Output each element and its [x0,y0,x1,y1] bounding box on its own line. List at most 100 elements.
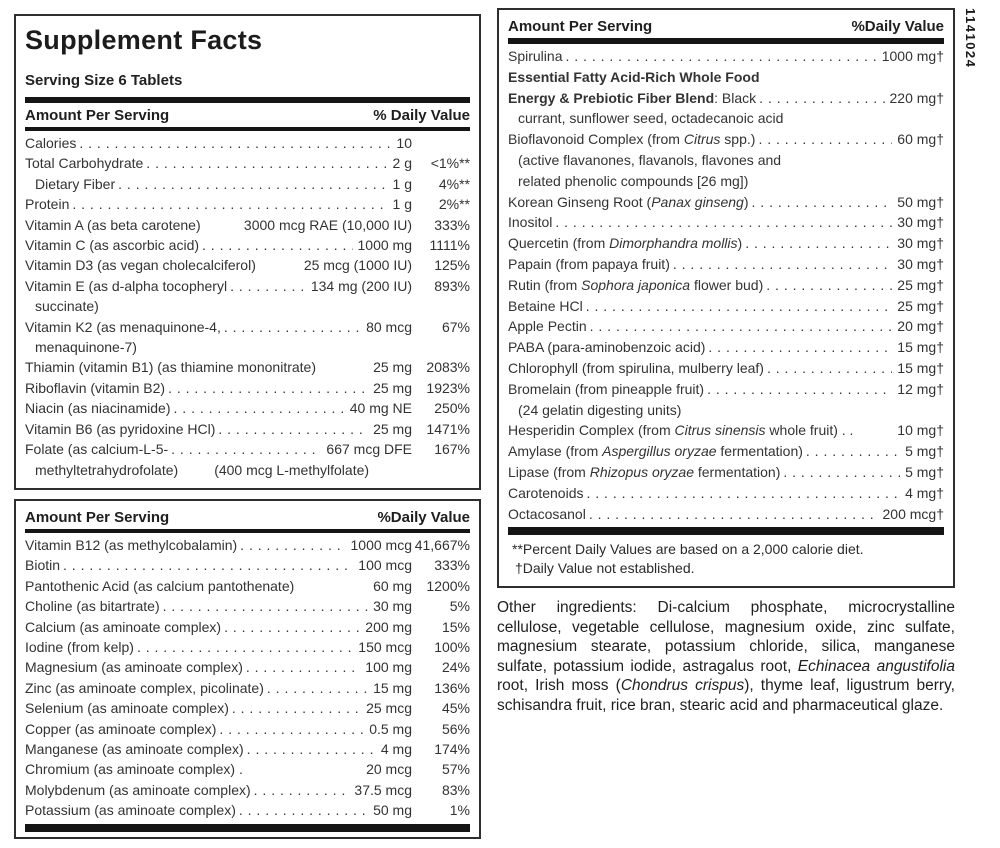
ingredient-amount: 0.5 mg [369,720,412,737]
dot-leader [758,129,892,150]
ingredient-amount: 25 mg† [897,297,944,314]
table-row: Energy & Prebiotic Fiber Blend: Black 220… [508,88,944,130]
text-segment: Quercetin (from [508,235,610,252]
row-line: Dietary Fiber 1 g 4%** [25,174,470,194]
text-segment: spp.) [720,131,756,148]
dot-leader [79,133,391,153]
row-line: Calcium (as aminoate complex) 200 mg 15% [25,617,470,637]
ingredient-amount: 5 mg† [905,463,944,480]
text-segment: Vitamin D3 (as vegan cholecalciferol) [25,257,256,274]
dot-leader [219,719,364,739]
row-line: Vitamin K2 (as menaquinone-4, 80 mcg 67% [25,317,470,337]
ingredient-amount: 100 mg [365,659,412,676]
ingredient-name: Bioflavonoid Complex (from Citrus spp.) [508,129,755,150]
row-line: Thiamin (vitamin B1) (as thiamine mononi… [25,357,470,377]
row-line: Potassium (as aminoate complex) 50 mg 1% [25,800,470,820]
ingredient-name: Thiamin (vitamin B1) (as thiamine mononi… [25,357,316,377]
text-segment: Pantothenic Acid (as calcium pantothenat… [25,577,295,594]
row-line: Essential Fatty Acid-Rich Whole Food [508,67,944,88]
dot-leader [146,153,387,173]
ingredient-amount: 25 mg [373,359,412,376]
text-segment: Selenium (as aminoate complex) [25,700,229,717]
daily-value-label: %Daily Value [377,508,470,526]
table-row: Dietary Fiber 1 g 4%** [25,174,470,194]
table-row: Carotenoids 4 mg† [508,483,944,504]
daily-value-percent: 24% [441,659,470,676]
text-segment: Niacin (as niacinamide) [25,400,171,417]
text-segment: Energy & Prebiotic Fiber Blend [508,89,715,106]
table-row: Hesperidin Complex (from Citrus sinensis… [508,420,944,441]
row-line: Vitamin D3 (as vegan cholecalciferol) 25 … [25,255,470,275]
ingredient-name: Calories [25,133,76,153]
row-line: Zinc (as aminoate complex, picolinate) 15… [25,678,470,698]
row-line: Biotin 100 mcg 333% [25,555,470,575]
ingredient-amount: 50 mg† [897,193,944,210]
text-segment: ) [743,193,749,210]
table2-header: Amount Per Serving %Daily Value [25,505,470,529]
row-line: Apple Pectin 20 mg† [508,316,944,337]
text-segment: ), thyme leaf, ligustrum berry, schisand… [497,677,955,714]
table-row: Choline (as bitartrate) 30 mg 5% [25,596,470,616]
daily-value-percent: 136% [434,679,470,696]
row-line: Vitamin E (as d-alpha tocopheryl 134 mg (… [25,276,470,296]
text-segment: Sophora japonica [581,276,691,293]
text-segment: Dimorphandra mollis [609,235,738,252]
dot-leader [224,317,361,337]
dot-leader [752,192,893,213]
ingredient-amount: 1 g [392,196,412,213]
text-segment: Riboflavin (vitamin B2) [25,379,166,396]
text-segment: Panax ginseng [651,193,744,210]
right-column: Amount Per Serving %Daily Value Spirulin… [497,8,955,715]
daily-value-percent: 1200% [426,577,470,594]
text-segment: Lipase (from [508,463,590,480]
daily-value-percent: 1471% [426,420,470,437]
dot-leader [555,212,892,233]
dot-leader [708,337,892,358]
dot-leader [239,800,368,820]
text-segment: menaquinone-7) [35,339,137,356]
table3-header: Amount Per Serving %Daily Value [508,14,944,38]
row-line: Chromium (as aminoate complex) . 20 mcg 57… [25,759,470,779]
footnote-dagger: †Daily Value not established. [515,560,695,577]
row-line: Korean Ginseng Root (Panax ginseng) 50 mg… [508,192,944,213]
ingredient-amount: 1000 mg† [881,48,944,64]
table-row: Chromium (as aminoate complex) . 20 mcg 57… [25,759,470,779]
ingredient-name: Molybdenum (as aminoate complex) [25,780,251,800]
dot-leader [766,275,892,296]
ingredient-amount: 15 mg [373,679,412,696]
text-segment: Protein [25,196,70,213]
ingredient-name: Bromelain (from pineapple fruit) [508,379,704,400]
ingredient-name: Folate (as calcium-L-5- [25,439,168,459]
ingredient-name: Spirulina [508,46,562,67]
minerals-panel: Amount Per Serving %Daily Value Vitamin … [14,498,481,839]
table1-rows: Calories 10 Total Carbohydrate 2 g <1%** Diet… [25,131,470,480]
text-segment: Rhizopus oryzae [589,463,694,480]
row-line: Vitamin B12 (as methylcobalamin) 1000 mcg… [25,535,470,555]
ingredient-subline: succinate) [25,296,470,316]
ingredient-amount: 220 mg† [889,89,944,106]
ingredient-amount: 4 mg† [905,484,944,501]
ingredient-amount: 2 g [392,155,412,172]
row-line: Chlorophyll (from spirulina, mulberry le… [508,358,944,379]
serving-size: Serving Size 6 Tablets [25,72,183,89]
text-segment: fermentation) [716,443,803,460]
table2-rows: Vitamin B12 (as methylcobalamin) 1000 mcg… [25,533,470,821]
text-segment: fermentation) [693,463,781,480]
ingredient-amount: 40 mg NE [349,400,412,417]
ingredient-name: Lipase (from Rhizopus oryzae fermentatio… [508,462,780,483]
daily-value-percent: 67% [441,318,470,335]
amount-per-serving-label: Amount Per Serving [25,107,170,124]
table-row: Biotin 100 mcg 333% [25,555,470,575]
text-segment: Amylase (from [508,443,603,460]
text-segment: Biotin [25,557,61,574]
ingredient-name: PABA (para-aminobenzoic acid) [508,337,705,358]
table-row: Riboflavin (vitamin B2) 25 mg 1923% [25,378,470,398]
daily-value-percent: 333% [434,557,470,574]
row-line: Lipase (from Rhizopus oryzae fermentatio… [508,462,944,483]
ingredient-name: Choline (as bitartrate) [25,596,160,616]
ingredient-name: Potassium (as aminoate complex) [25,800,236,820]
table-row: Vitamin K2 (as menaquinone-4, 80 mcg 67% me… [25,317,470,358]
dot-leader [63,555,353,575]
text-segment: Essential Fatty Acid-Rich Whole Food [508,68,760,85]
row-line: Quercetin (from Dimorphandra mollis) 30 m… [508,233,944,254]
